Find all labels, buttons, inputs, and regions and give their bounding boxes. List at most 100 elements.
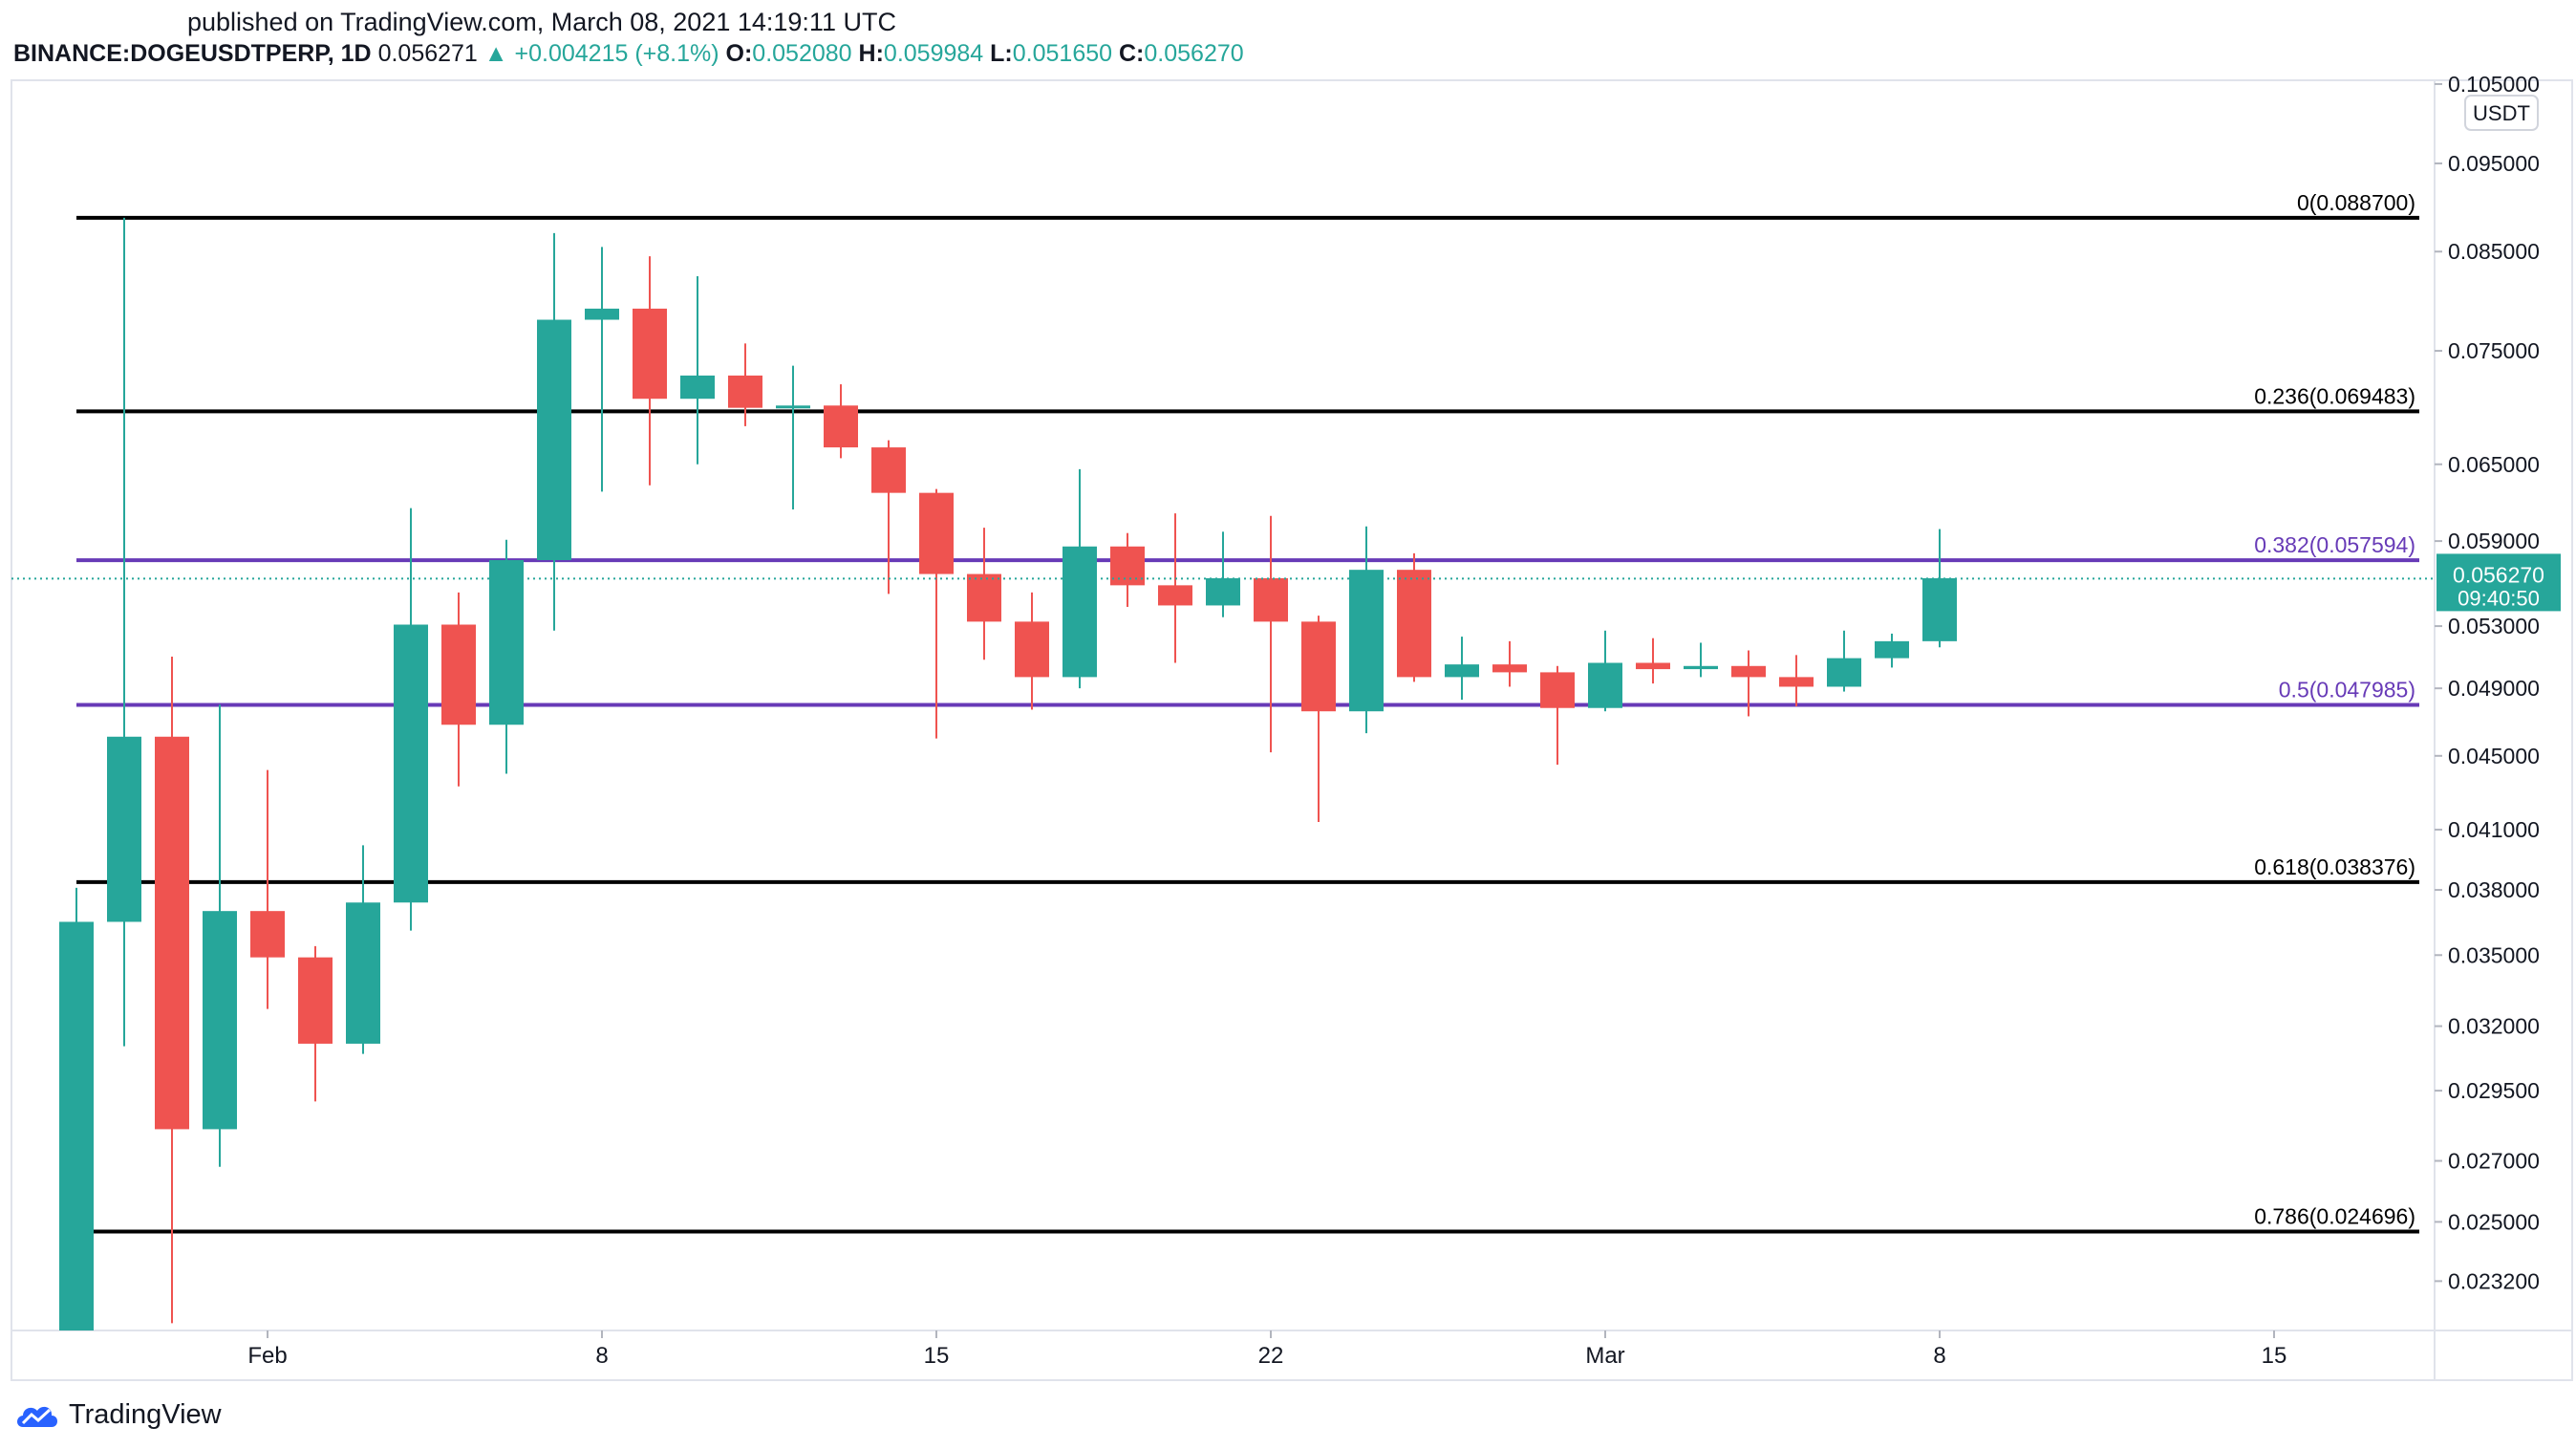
candle[interactable] (107, 217, 141, 1047)
candle[interactable] (967, 528, 1001, 660)
candle[interactable] (1731, 650, 1766, 717)
candle-body (394, 624, 428, 903)
low-value: 0.051650 (1012, 40, 1113, 67)
candle-body (728, 375, 762, 408)
candle-body (1636, 662, 1670, 670)
candle[interactable] (585, 247, 619, 492)
candle-body (298, 957, 333, 1044)
high-value: 0.059984 (883, 40, 984, 67)
close-value: 0.056270 (1144, 40, 1244, 67)
x-tick-label: 22 (1258, 1343, 1284, 1369)
y-tick-label: 0.025000 (2448, 1209, 2540, 1234)
y-tick-label: 0.105000 (2448, 72, 2540, 97)
published-caption: published on TradingView.com, March 08, … (187, 8, 896, 36)
candle-body (1492, 664, 1527, 673)
y-tick-label: 0.032000 (2448, 1014, 2540, 1039)
y-tick-label: 0.065000 (2448, 452, 2540, 477)
candle[interactable] (871, 440, 906, 595)
y-tick-label: 0.075000 (2448, 338, 2540, 363)
last-price: 0.056271 (377, 40, 478, 67)
price-axis[interactable]: 0.105000 0.095000 0.085000 0.075000 0.065000… (2435, 72, 2561, 1293)
candle[interactable] (919, 488, 954, 739)
currency-badge[interactable] (2464, 95, 2539, 131)
low-label: L: (990, 40, 1013, 67)
open-label: O: (725, 40, 753, 67)
candle[interactable] (680, 275, 715, 465)
candle[interactable] (250, 769, 285, 1009)
candle-body (1779, 677, 1814, 687)
candle[interactable] (1588, 630, 1622, 712)
candle[interactable] (1445, 637, 1479, 701)
candle[interactable] (441, 592, 476, 787)
candle[interactable] (1254, 515, 1288, 753)
current-price-label: 0.056270 (2453, 562, 2544, 587)
x-tick-label: 8 (595, 1343, 608, 1369)
candle[interactable] (203, 704, 237, 1167)
close-label: C: (1119, 40, 1145, 67)
candle[interactable] (1875, 633, 1909, 668)
candle[interactable] (633, 256, 667, 486)
currency-label: USDT (2473, 101, 2530, 125)
y-tick-label: 0.053000 (2448, 614, 2540, 638)
x-tick-label: 15 (2262, 1343, 2287, 1369)
candle-body (680, 375, 715, 400)
candle[interactable] (1349, 526, 1384, 734)
candle[interactable] (1015, 592, 1049, 710)
candle-body (1254, 577, 1288, 622)
candle[interactable] (537, 232, 571, 631)
candle-body (1015, 621, 1049, 678)
y-tick-label: 0.035000 (2448, 942, 2540, 967)
candle[interactable] (1684, 642, 1718, 678)
candle-body (1110, 546, 1145, 586)
candle[interactable] (1397, 552, 1431, 682)
candle[interactable] (1492, 640, 1527, 687)
candle-body (59, 921, 94, 1330)
candle[interactable] (1110, 532, 1145, 607)
y-tick-label: 0.038000 (2448, 877, 2540, 902)
candle[interactable] (1301, 616, 1336, 822)
candle[interactable] (728, 343, 762, 426)
candle[interactable] (59, 887, 94, 1330)
price-change: +0.004215 (+8.1%) (514, 40, 719, 67)
fib-level-label: 0(0.088700) (2297, 190, 2415, 215)
candle-body (489, 560, 524, 725)
candle[interactable] (346, 845, 380, 1054)
candle[interactable] (1827, 630, 1861, 692)
candle[interactable] (1922, 529, 1957, 648)
time-axis[interactable]: Feb 8 15 22 Mar 8 15 (247, 1330, 2286, 1369)
symbol-name[interactable]: BINANCE:DOGEUSDTPERP, 1D (13, 40, 372, 67)
candle[interactable] (1636, 638, 1670, 684)
x-tick-label: Feb (247, 1343, 287, 1369)
footer: TradingView (13, 1399, 222, 1431)
candle[interactable] (1779, 655, 1814, 706)
candle[interactable] (298, 945, 333, 1102)
y-tick-label: 0.027000 (2448, 1149, 2540, 1174)
candle-body (346, 902, 380, 1044)
candle-body (871, 447, 906, 493)
x-tick-label: 15 (924, 1343, 950, 1369)
candle[interactable] (824, 384, 858, 459)
candle[interactable] (776, 365, 810, 510)
candle-body (1588, 662, 1622, 708)
fib-level-label: 0.382(0.057594) (2254, 532, 2415, 557)
candle-body (585, 308, 619, 320)
y-tick-label: 0.085000 (2448, 239, 2540, 264)
candle-body (250, 911, 285, 958)
candle[interactable] (155, 656, 189, 1324)
candle-body (1922, 577, 1957, 641)
candle[interactable] (489, 539, 524, 774)
candle[interactable] (394, 508, 428, 931)
tradingview-brand[interactable]: TradingView (69, 1399, 222, 1430)
fib-levels: 0(0.088700) 0.236(0.069483) 0.382(0.057594… (76, 190, 2419, 1234)
x-tick-label: Mar (1585, 1343, 1624, 1369)
candle[interactable] (1158, 513, 1192, 663)
candles (59, 217, 1957, 1330)
candle-body (776, 405, 810, 409)
candle[interactable] (1540, 665, 1575, 766)
candle-body (1827, 658, 1861, 687)
candle[interactable] (1206, 531, 1240, 617)
candle-body (1731, 665, 1766, 678)
fib-level-label: 0.5(0.047985) (2279, 678, 2415, 703)
candle-body (537, 319, 571, 561)
